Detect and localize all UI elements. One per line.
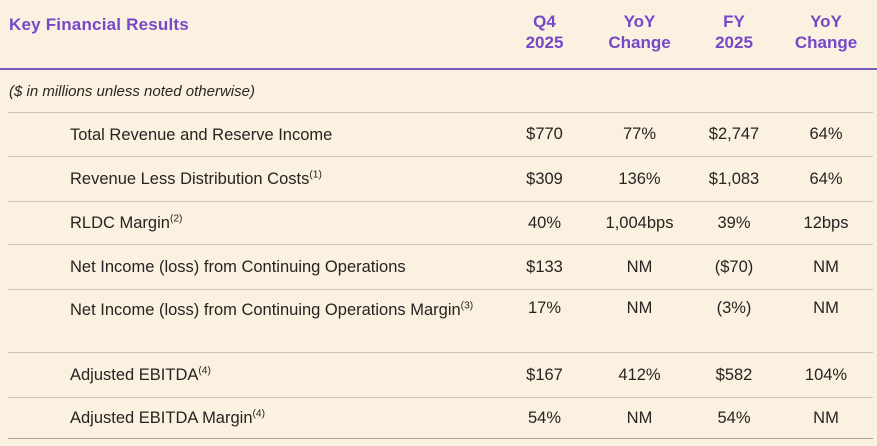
cell-yoy-change-q: NM bbox=[626, 408, 653, 427]
row-divider bbox=[8, 289, 873, 290]
row-label: Revenue Less Distribution Costs(1) bbox=[0, 168, 497, 190]
table-row-adjusted-ebitda-margin: Adjusted EBITDA Margin(4) 54% NM 54% NM bbox=[0, 398, 877, 438]
row-label-text: RLDC Margin bbox=[70, 214, 170, 232]
cell-yoy-change-q: NM bbox=[626, 257, 653, 276]
header-divider bbox=[0, 68, 877, 70]
row-divider bbox=[8, 397, 873, 398]
row-label: Net Income (loss) from Continuing Operat… bbox=[0, 256, 497, 278]
table-row-rldc-margin: RLDC Margin(2) 40% 1,004bps 39% 12bps bbox=[0, 202, 877, 244]
table-row-net-income-margin: Net Income (loss) from Continuing Operat… bbox=[0, 290, 877, 352]
cell-yoy-change-fy: NM bbox=[813, 257, 839, 276]
table-header: Key Financial Results Q4 2025 YoY Change… bbox=[0, 0, 877, 68]
row-label: Adjusted EBITDA Margin(4) bbox=[0, 407, 497, 429]
cell-yoy-change-q: 136% bbox=[618, 169, 661, 188]
row-label-text: Adjusted EBITDA bbox=[70, 366, 199, 384]
table-row-net-income: Net Income (loss) from Continuing Operat… bbox=[0, 245, 877, 289]
cell-fy-2025: $582 bbox=[715, 365, 753, 384]
row-label-text: Adjusted EBITDA Margin bbox=[70, 409, 253, 427]
row-label: Adjusted EBITDA(4) bbox=[0, 364, 497, 386]
cell-q4-2025: 17% bbox=[527, 299, 562, 317]
cell-fy-2025: (3%) bbox=[716, 299, 752, 317]
column-header-line1: YoY bbox=[623, 12, 656, 31]
footnote-marker: (4) bbox=[252, 408, 266, 420]
cell-yoy-change-q: 77% bbox=[622, 125, 657, 143]
units-note: ($ in millions unless noted otherwise) bbox=[9, 82, 255, 100]
footnote-marker: (3) bbox=[460, 300, 474, 312]
cell-yoy-change-fy: NM bbox=[813, 299, 839, 317]
cell-yoy-change-fy: 64% bbox=[809, 125, 843, 143]
column-header-q4-2025: Q4 2025 bbox=[497, 0, 592, 53]
column-header-line2: 2025 bbox=[715, 33, 753, 52]
cell-q4-2025: $133 bbox=[526, 257, 563, 276]
column-header-line2: Change bbox=[794, 33, 858, 52]
units-note-row: ($ in millions unless noted otherwise) bbox=[0, 70, 877, 112]
cell-fy-2025: 39% bbox=[717, 213, 751, 232]
column-header-line2: 2025 bbox=[525, 33, 564, 52]
cell-fy-2025: $2,747 bbox=[708, 125, 760, 143]
row-label: Net Income (loss) from Continuing Operat… bbox=[0, 290, 497, 321]
row-label-text: Revenue Less Distribution Costs bbox=[70, 170, 310, 188]
row-label: Total Revenue and Reserve Income bbox=[0, 124, 497, 146]
table-row-adjusted-ebitda: Adjusted EBITDA(4) $167 412% $582 104% bbox=[0, 353, 877, 397]
column-header-yoy-change-fy: YoY Change bbox=[781, 0, 871, 53]
cell-q4-2025: 54% bbox=[527, 408, 562, 427]
cell-yoy-change-q: 412% bbox=[618, 365, 661, 384]
page-title: Key Financial Results bbox=[9, 15, 189, 34]
table-row-total-revenue: Total Revenue and Reserve Income $770 77… bbox=[0, 113, 877, 156]
table-bottom-divider bbox=[8, 438, 873, 439]
column-header-fy-2025: FY 2025 bbox=[687, 0, 781, 53]
cell-yoy-change-fy: 12bps bbox=[803, 213, 849, 232]
column-header-line1: FY bbox=[723, 12, 745, 31]
row-label: RLDC Margin(2) bbox=[0, 212, 497, 234]
row-label-text: Net Income (loss) from Continuing Operat… bbox=[70, 301, 461, 319]
cell-q4-2025: 40% bbox=[527, 213, 562, 232]
cell-yoy-change-fy: 64% bbox=[809, 169, 843, 188]
cell-q4-2025: $309 bbox=[526, 169, 563, 188]
cell-yoy-change-fy: NM bbox=[813, 408, 839, 427]
cell-fy-2025: ($70) bbox=[714, 257, 754, 276]
cell-fy-2025: 54% bbox=[717, 408, 751, 427]
footnote-marker: (2) bbox=[169, 213, 183, 225]
cell-yoy-change-q: 1,004bps bbox=[605, 213, 674, 232]
column-header-line2: Change bbox=[608, 33, 671, 52]
cell-q4-2025: $770 bbox=[526, 125, 563, 143]
table-row-rldc: Revenue Less Distribution Costs(1) $309 … bbox=[0, 157, 877, 201]
cell-q4-2025: $167 bbox=[526, 365, 563, 384]
row-label-text: Total Revenue and Reserve Income bbox=[70, 125, 333, 144]
row-divider bbox=[8, 201, 873, 202]
column-header-yoy-change-q: YoY Change bbox=[592, 0, 687, 53]
cell-yoy-change-q: NM bbox=[626, 299, 653, 317]
row-divider bbox=[8, 156, 873, 157]
footnote-marker: (4) bbox=[198, 365, 211, 377]
footnote-marker: (1) bbox=[309, 169, 322, 181]
row-divider bbox=[8, 352, 873, 353]
row-divider bbox=[8, 112, 873, 113]
column-header-line1: Q4 bbox=[533, 12, 556, 31]
row-divider bbox=[8, 244, 873, 245]
row-label-text: Net Income (loss) from Continuing Operat… bbox=[70, 258, 406, 276]
cell-yoy-change-fy: 104% bbox=[804, 365, 848, 384]
cell-fy-2025: $1,083 bbox=[708, 169, 760, 188]
column-header-line1: YoY bbox=[810, 12, 842, 31]
